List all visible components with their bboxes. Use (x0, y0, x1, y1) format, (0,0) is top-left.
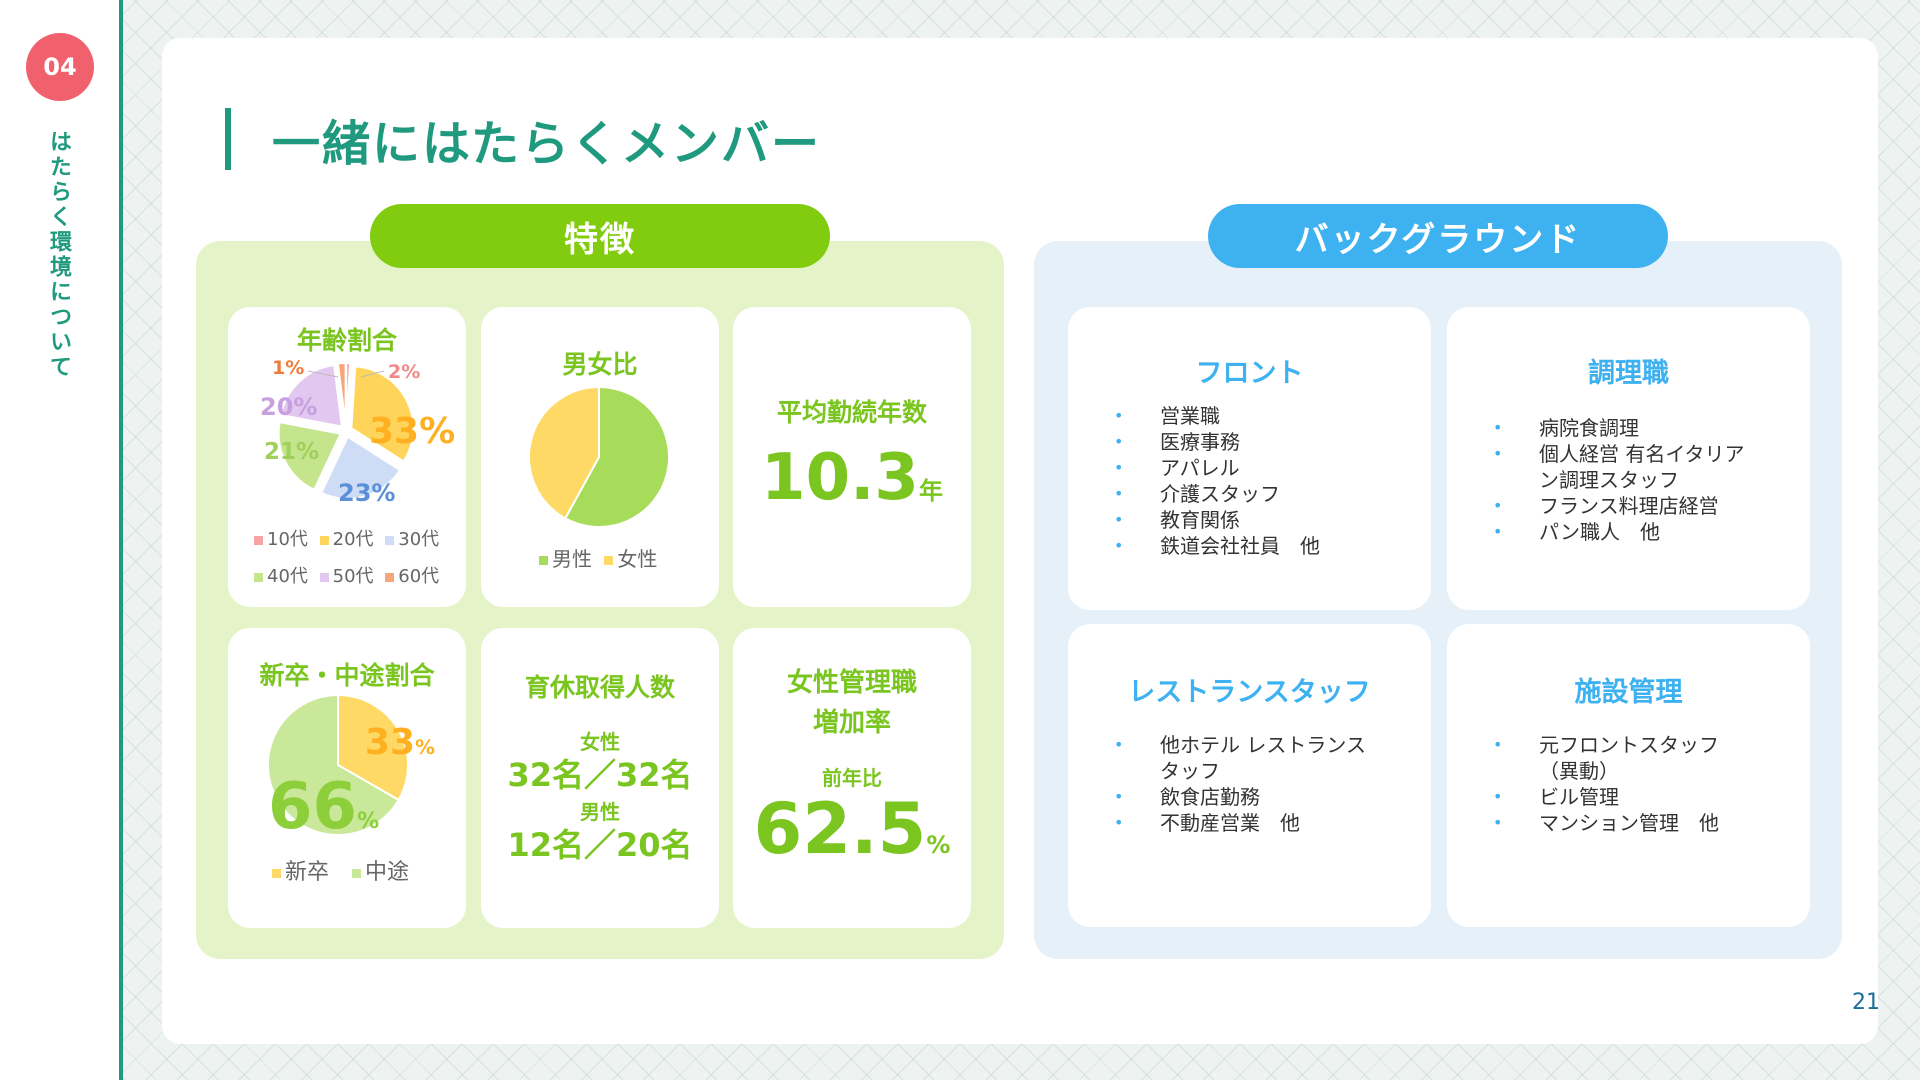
tenure-value: 10.3年 (733, 441, 971, 515)
manager-title-line2: 増加率 (812, 708, 891, 738)
section-number-badge: 04 (26, 33, 94, 101)
list-item: 医療事務 (1114, 429, 1404, 455)
list-item: 鉄道会社社員 他 (1114, 533, 1404, 559)
legend-mid-career: 中途 (365, 860, 410, 885)
facility-list: 元フロントスタッフ（異動） ビル管理 マンション管理 他 (1493, 732, 1753, 836)
sidebar-divider (119, 0, 123, 1080)
restaurant-list: 他ホテル レストランスタッフ 飲食店勤務 不動産営業 他 (1114, 732, 1374, 836)
gender-card: 男女比 男性 女性 (481, 307, 719, 607)
hire-label-mid-career: 66% (268, 770, 380, 844)
age-label-20s: 33% (369, 411, 456, 452)
cook-card: 調理職 病院食調理 個人経営 有名イタリアン調理スタッフ フランス料理店経営 パ… (1447, 307, 1810, 610)
restaurant-card: レストランスタッフ 他ホテル レストランスタッフ 飲食店勤務 不動産営業 他 (1068, 624, 1431, 927)
legend-male: 男性 (552, 547, 592, 571)
page-number: 21 (1852, 990, 1880, 1015)
tenure-title: 平均勤続年数 (776, 398, 927, 427)
legend-60s: 60代 (398, 566, 440, 587)
sidebar (0, 0, 120, 1080)
age-legend-row-1: 10代 20代 30代 (254, 525, 445, 551)
pie-slice-新卒 (337, 693, 409, 802)
features-heading: 特徴 (370, 204, 830, 268)
age-label-60s: 2% (388, 361, 421, 383)
list-item: 他ホテル レストランスタッフ (1114, 732, 1374, 784)
front-list: 営業職 医療事務 アパレル 介護スタッフ 教育関係 鉄道会社社員 他 (1114, 403, 1404, 559)
age-pie-chart (277, 362, 415, 500)
list-item: 飲食店勤務 (1114, 784, 1374, 810)
pie-slice-中途 (267, 693, 400, 836)
list-item: 営業職 (1114, 403, 1404, 429)
age-legend-row-2: 40代 50代 60代 (254, 562, 445, 588)
list-item: ビル管理 (1493, 784, 1753, 810)
list-item: マンション管理 他 (1493, 810, 1753, 836)
leave-female-label: 女性 (580, 730, 620, 754)
manager-number: 62.5 (753, 788, 927, 870)
manager-title-line1: 女性管理職 (786, 668, 917, 698)
cook-title: 調理職 (1588, 358, 1669, 389)
pie-slice-60代 (336, 362, 347, 426)
age-card: 年齢割合 1% 2% 20% 33% 21% 23% 10代 20代 30代 4… (228, 307, 466, 607)
legend-30s: 30代 (398, 529, 440, 550)
facility-title: 施設管理 (1574, 677, 1683, 708)
hire-label-new-grad: 33% (365, 722, 435, 763)
legend-10s: 10代 (267, 529, 308, 550)
legend-female: 女性 (617, 547, 658, 571)
pie-slice-男性 (563, 385, 670, 528)
leave-female-value: 32名／32名 (507, 756, 693, 794)
age-label-50s: 20% (260, 393, 318, 421)
hire-legend: 新卒 中途 (272, 854, 415, 886)
list-item: 不動産営業 他 (1114, 810, 1374, 836)
pie-slice-10代 (345, 362, 352, 426)
list-item: パン職人 他 (1493, 519, 1753, 545)
tenure-number: 10.3 (761, 441, 919, 515)
restaurant-title: レストランスタッフ (1128, 677, 1371, 708)
age-leader-line (307, 370, 339, 378)
leave-male-value: 12名／20名 (507, 826, 693, 864)
gender-title: 男女比 (562, 350, 638, 379)
cook-list: 病院食調理 個人経営 有名イタリアン調理スタッフ フランス料理店経営 パン職人 … (1493, 415, 1753, 545)
title-accent-bar (225, 108, 231, 170)
list-item: 教育関係 (1114, 507, 1404, 533)
front-card: フロント 営業職 医療事務 アパレル 介護スタッフ 教育関係 鉄道会社社員 他 (1068, 307, 1431, 610)
age-label-10s: 1% (272, 357, 305, 379)
facility-card: 施設管理 元フロントスタッフ（異動） ビル管理 マンション管理 他 (1447, 624, 1810, 927)
pie-slice-40代 (277, 420, 343, 492)
legend-50s: 50代 (332, 566, 374, 587)
legend-20s: 20代 (332, 529, 374, 550)
pie-slice-50代 (279, 363, 344, 428)
manager-sub-label: 前年比 (822, 766, 882, 790)
list-item: 元フロントスタッフ（異動） (1493, 732, 1753, 784)
list-item: アパレル (1114, 455, 1404, 481)
page-title: 一緒にはたらくメンバー (272, 116, 822, 172)
age-label-30s: 23% (338, 479, 396, 507)
legend-new-grad: 新卒 (285, 860, 330, 885)
age-title: 年齢割合 (296, 326, 397, 355)
manager-unit: % (926, 831, 951, 859)
list-item: 個人経営 有名イタリアン調理スタッフ (1493, 441, 1753, 493)
hire-pie-chart (267, 693, 409, 836)
age-leader-line (360, 370, 385, 378)
section-label: はたらく環境について (46, 130, 71, 380)
age-label-40s: 21% (264, 439, 320, 465)
hire-title: 新卒・中途割合 (259, 661, 435, 690)
manager-card: 女性管理職 増加率 前年比 62.5% (733, 628, 971, 928)
leave-card: 育休取得人数 女性 32名／32名 男性 12名／20名 (481, 628, 719, 928)
gender-legend: 男性 女性 (539, 543, 663, 572)
hire-card: 新卒・中途割合 33% 66% 新卒 中途 (228, 628, 466, 928)
pie-slice-女性 (528, 385, 600, 520)
background-heading: バックグラウンド (1208, 204, 1668, 268)
front-title: フロント (1195, 358, 1304, 389)
gender-pie-chart (528, 385, 670, 528)
pie-slice-20代 (350, 365, 415, 463)
manager-value: 62.5% (733, 788, 971, 870)
list-item: フランス料理店経営 (1493, 493, 1753, 519)
leave-male-label: 男性 (580, 800, 620, 824)
leave-title: 育休取得人数 (524, 673, 675, 702)
list-item: 病院食調理 (1493, 415, 1753, 441)
tenure-card: 平均勤続年数 10.3年 (733, 307, 971, 607)
tenure-unit: 年 (918, 477, 943, 505)
legend-40s: 40代 (267, 566, 308, 587)
pie-slice-30代 (319, 435, 402, 500)
list-item: 介護スタッフ (1114, 481, 1404, 507)
